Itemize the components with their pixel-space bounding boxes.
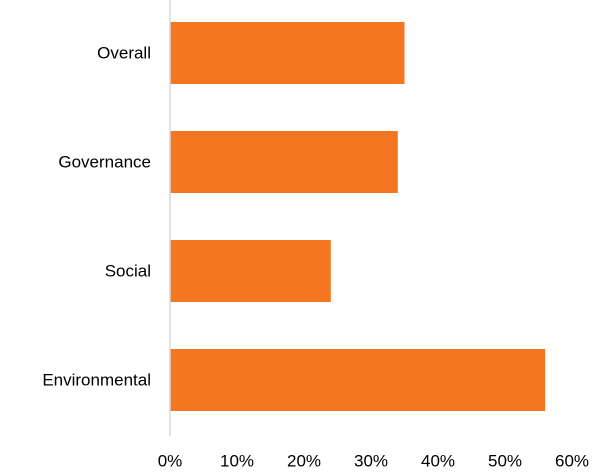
- x-tick-label: 10%: [220, 452, 254, 471]
- category-label-overall: Overall: [97, 44, 151, 63]
- bar-environmental: [170, 349, 546, 411]
- x-tick-labels: 0% 10% 20% 30% 40% 50% 60%: [158, 452, 589, 471]
- bar-overall: [170, 22, 405, 84]
- category-label-social: Social: [105, 262, 151, 281]
- category-label-governance: Governance: [58, 153, 151, 172]
- category-label-environmental: Environmental: [42, 371, 151, 390]
- x-tick-label: 0%: [158, 452, 183, 471]
- x-tick-label: 30%: [354, 452, 388, 471]
- x-tick-label: 50%: [488, 452, 522, 471]
- category-labels: Overall Governance Social Environmental: [42, 44, 151, 390]
- bars: [170, 22, 546, 411]
- x-tick-label: 40%: [421, 452, 455, 471]
- bar-social: [170, 240, 331, 302]
- bar-governance: [170, 131, 398, 193]
- x-tick-label: 60%: [555, 452, 589, 471]
- x-tick-label: 20%: [287, 452, 321, 471]
